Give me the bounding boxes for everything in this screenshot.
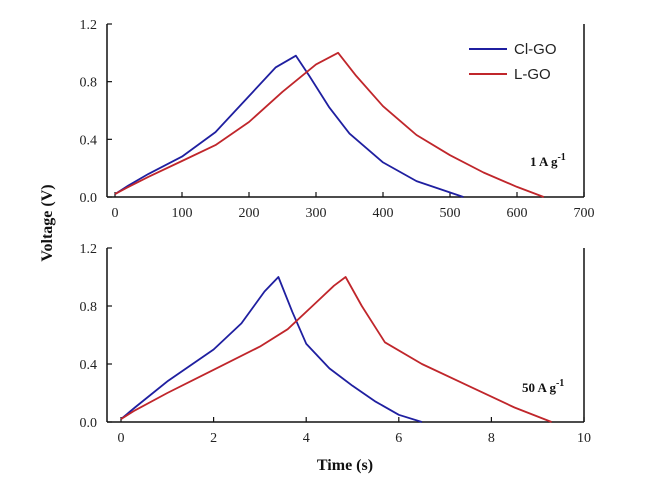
panel-2-y-tick-label: 0.4 (80, 358, 98, 373)
panel-2-rate-label: 50 A g-1 (522, 378, 564, 395)
panel-2-x-tick-label: 8 (488, 431, 495, 446)
panel-2-y-tick-label: 0.0 (80, 416, 98, 431)
panel-1-x-tick-label: 500 (440, 206, 461, 221)
panel-1-x-tick-label: 0 (112, 206, 119, 221)
y-axis-title: Voltage (V) (39, 184, 56, 261)
legend-label-cl-go: Cl-GO (514, 41, 557, 58)
panel-1-y-tick-label: 0.4 (80, 133, 98, 148)
legend-label-l-go: L-GO (514, 66, 551, 83)
panel-1-x-tick-label: 400 (373, 206, 394, 221)
panel-1-x-tick-label: 300 (306, 206, 327, 221)
series-l-go-line (114, 51, 545, 198)
panel-2-rate-text: 50 A g (522, 380, 556, 395)
panel-2-x-tick-label: 10 (577, 431, 591, 446)
panel-2-y-tick-label: 0.8 (80, 300, 98, 315)
panel-2-x-tick-label: 2 (210, 431, 217, 446)
panel-1kw: 0.0 0.4 0.8 1.2 0 100 200 300 400 500 600 700 1 A … (80, 18, 595, 221)
panel-1-series (114, 51, 545, 198)
panel-2-x-tick-label: 4 (303, 431, 310, 446)
legend: Cl-GO L-GO (469, 41, 557, 83)
panel-50kw: 0.0 0.4 0.8 1.2 0 2 4 6 8 10 50 A g-1 (80, 242, 592, 446)
panel-1-y-tick-label: 0.8 (80, 76, 98, 91)
panel-1-rate-text: 1 A g (530, 154, 558, 169)
x-axis-title: Time (s) (317, 457, 373, 474)
panel-2-x-tick-label: 6 (395, 431, 402, 446)
series-l-go-line (120, 276, 552, 423)
panel-1-y-ticks: 0.0 0.4 0.8 1.2 (80, 18, 112, 206)
panel-1-x-tick-label: 200 (239, 206, 260, 221)
panel-2-y-ticks: 0.0 0.4 0.8 1.2 (80, 242, 112, 431)
panel-1-rate-sup: -1 (557, 152, 565, 163)
panel-2-x-tick-label: 0 (118, 431, 125, 446)
panel-1-rate-label: 1 A g-1 (530, 152, 566, 169)
panel-1-y-tick-label: 0.0 (80, 191, 98, 206)
panel-2-series (120, 276, 552, 423)
panel-1-x-tick-label: 600 (507, 206, 528, 221)
panel-2-rate-sup: -1 (556, 378, 564, 389)
panel-1-x-tick-label: 100 (172, 206, 193, 221)
panel-1-y-tick-label: 1.2 (80, 18, 98, 33)
series-cl-go-line (114, 54, 464, 198)
panel-1-x-tick-label: 700 (574, 206, 595, 221)
panel-2-x-ticks: 0 2 4 6 8 10 (118, 417, 591, 446)
series-cl-go-line (120, 276, 423, 423)
panel-2-y-tick-label: 1.2 (80, 242, 98, 257)
panel-1-x-ticks: 0 100 200 300 400 500 600 700 (112, 192, 595, 221)
